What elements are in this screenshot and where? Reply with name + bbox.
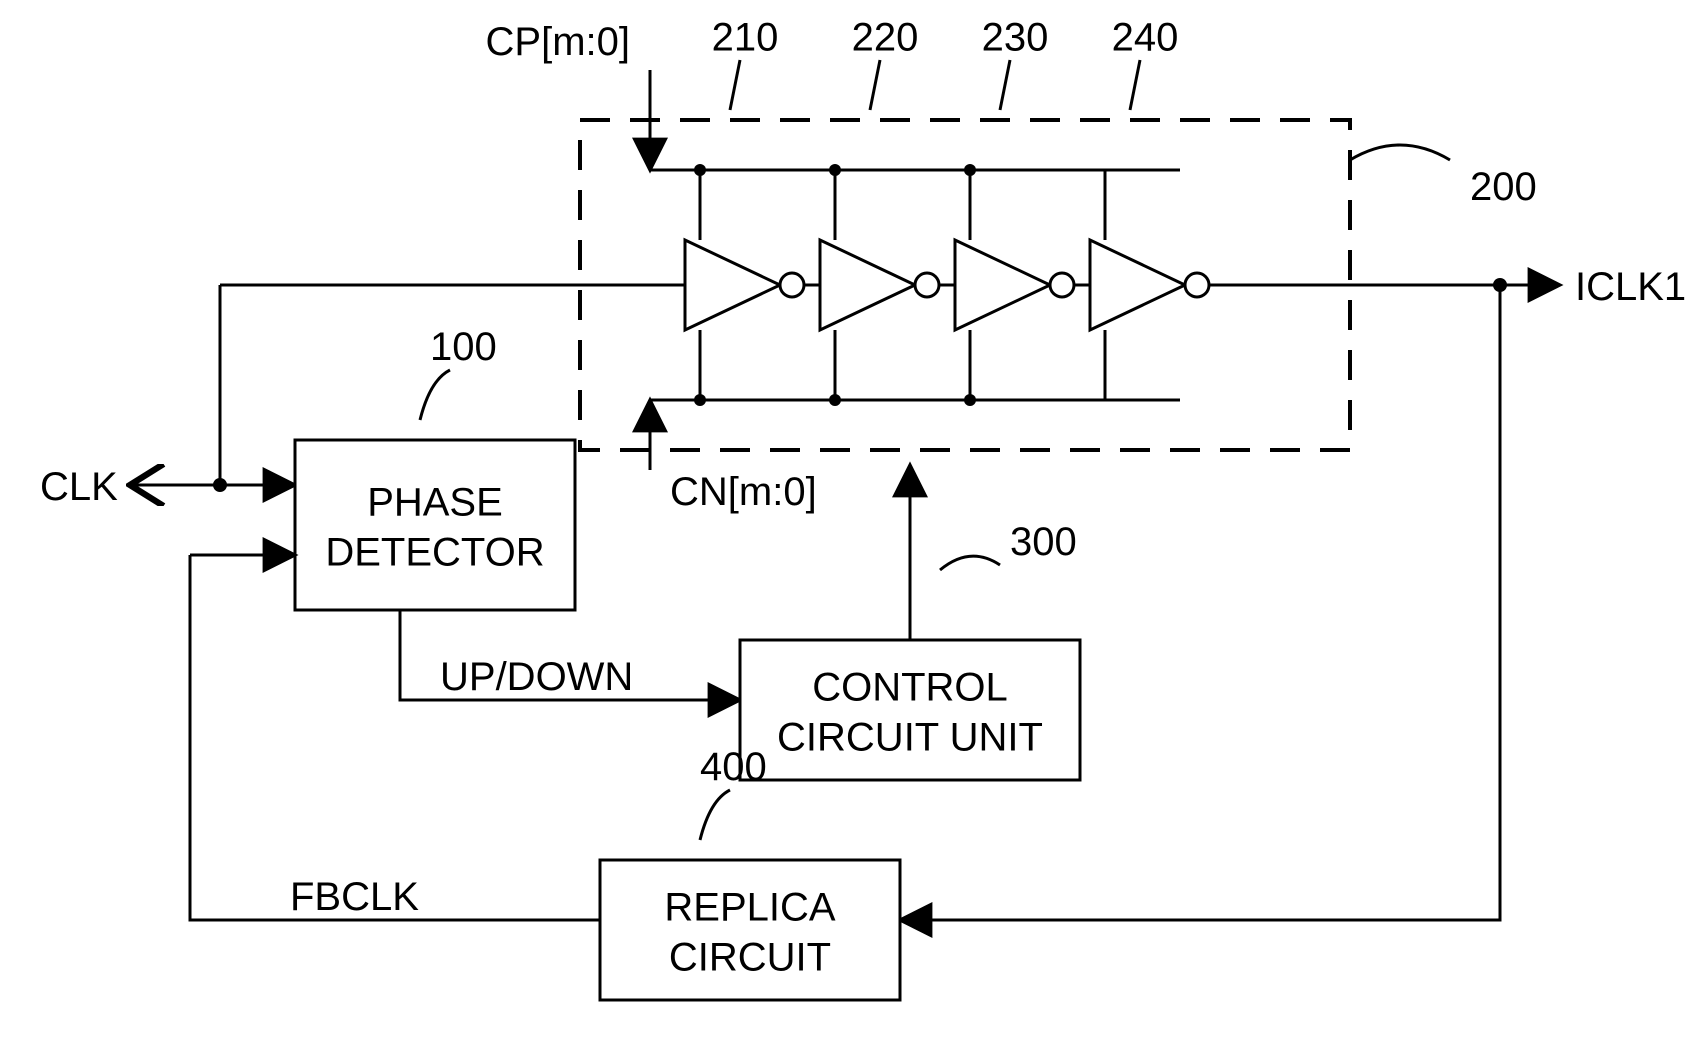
phase-detector-line1: PHASE [367,481,503,525]
inverter-210 [685,170,804,400]
replica-line2: CIRCUIT [669,936,831,980]
dot [694,164,706,176]
leader-200 [1350,145,1450,160]
diagram-canvas: 200 CP[m:0] CN[m:0] [0,0,1685,1061]
label-clk: CLK [40,465,118,509]
ref-200: 200 [1470,165,1537,209]
label-fbclk: FBCLK [290,875,419,919]
inverter-240 [1090,170,1209,400]
label-cn: CN[m:0] [670,470,817,514]
leader-220 [870,60,880,110]
control-line1: CONTROL [812,666,1008,710]
ref-240: 240 [1112,16,1179,60]
control-line2: CIRCUIT UNIT [777,716,1043,760]
replica-line1: REPLICA [664,886,835,930]
dot [964,164,976,176]
leader-300 [940,556,1000,570]
leader-400 [700,790,730,840]
ref-230: 230 [982,16,1049,60]
dot [964,394,976,406]
ref-300: 300 [1010,520,1077,564]
ref-400: 400 [700,745,767,789]
inverter-220 [820,170,939,400]
leader-240 [1130,60,1140,110]
ref-210: 210 [712,16,779,60]
phase-detector-box [295,440,575,610]
phase-detector-line2: DETECTOR [325,531,544,575]
inverter-230 [955,170,1074,400]
dot [829,394,841,406]
ref-100: 100 [430,325,497,369]
dot [694,394,706,406]
wire-to-replica [900,285,1500,920]
leader-210 [730,60,740,110]
leader-230 [1000,60,1010,110]
ref-220: 220 [852,16,919,60]
label-iclk: ICLK1 [1575,265,1685,309]
dot [829,164,841,176]
label-updown: UP/DOWN [440,655,633,699]
label-cp: CP[m:0] [486,20,630,64]
leader-100 [420,370,450,420]
